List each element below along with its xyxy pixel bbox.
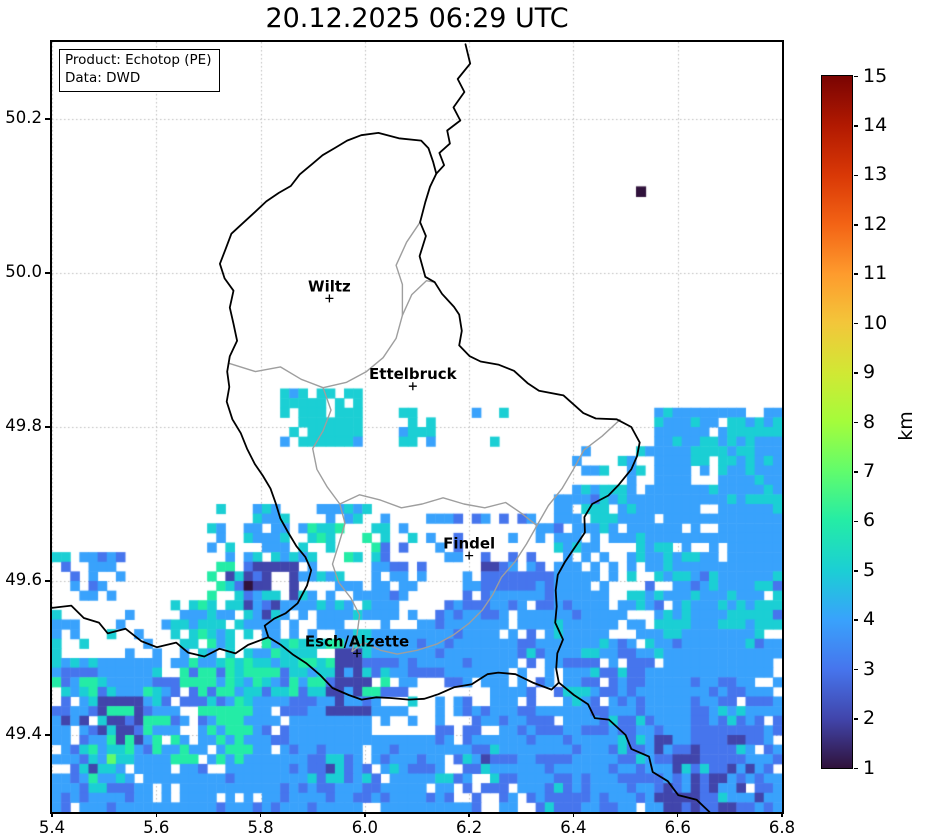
district-border bbox=[339, 494, 538, 527]
city-label: Ettelbruck bbox=[369, 365, 458, 383]
x-tick-label: 6.4 bbox=[560, 818, 587, 837]
country-border bbox=[435, 43, 472, 175]
colorbar-unit-label: km bbox=[895, 411, 917, 441]
colorbar-tick-label: 10 bbox=[863, 311, 888, 334]
y-tick-label: 50.2 bbox=[5, 108, 42, 127]
y-tick-mark bbox=[45, 426, 50, 428]
x-tick-mark bbox=[468, 812, 470, 817]
colorbar-gradient bbox=[821, 75, 853, 769]
product-info-box: Product: Echotop (PE) Data: DWD bbox=[59, 49, 221, 92]
colorbar-tick-label: 2 bbox=[863, 707, 876, 730]
y-tick-mark bbox=[45, 118, 50, 120]
x-tick-label: 6.0 bbox=[351, 818, 378, 837]
colorbar-tick-label: 4 bbox=[863, 608, 876, 631]
radar-heatmap-canvas bbox=[52, 42, 782, 812]
colorbar-tick-mark bbox=[854, 322, 858, 325]
colorbar-tick-mark bbox=[854, 372, 858, 374]
x-tick-label: 6.6 bbox=[664, 818, 691, 837]
y-tick-mark bbox=[45, 272, 50, 274]
colorbar-tick-label: 12 bbox=[863, 212, 888, 235]
colorbar-tick-mark bbox=[854, 125, 858, 127]
x-tick-mark bbox=[781, 812, 783, 817]
colorbar-tick-label: 9 bbox=[863, 361, 876, 384]
x-tick-mark bbox=[364, 812, 366, 817]
y-tick-label: 49.6 bbox=[5, 570, 42, 589]
city-label: Esch/Alzette bbox=[305, 632, 409, 650]
x-tick-mark bbox=[51, 812, 53, 817]
colorbar-tick-mark bbox=[854, 520, 858, 523]
colorbar-tick-label: 8 bbox=[863, 410, 876, 433]
product-label: Product: Echotop (PE) bbox=[65, 52, 212, 68]
colorbar-tick-mark bbox=[854, 273, 858, 275]
y-tick-label: 50.0 bbox=[5, 262, 42, 281]
district-border bbox=[227, 280, 435, 389]
colorbar-tick-mark bbox=[854, 471, 858, 473]
colorbar-tick-label: 13 bbox=[863, 163, 888, 186]
city-marker bbox=[465, 551, 474, 560]
colorbar-tick-label: 7 bbox=[863, 459, 876, 482]
colorbar-tick-mark bbox=[854, 668, 858, 671]
colorbar-tick-label: 5 bbox=[863, 558, 876, 581]
colorbar-tick-mark bbox=[854, 619, 858, 621]
city-marker bbox=[408, 382, 417, 391]
colorbar-tick-label: 1 bbox=[863, 756, 876, 779]
y-tick-label: 49.8 bbox=[5, 416, 42, 435]
x-tick-label: 6.8 bbox=[768, 818, 796, 837]
colorbar-tick-mark bbox=[854, 570, 858, 572]
colorbar-tick-label: 11 bbox=[863, 262, 888, 285]
data-source-label: Data: DWD bbox=[65, 69, 141, 86]
x-tick-label: 6.2 bbox=[456, 818, 483, 837]
colorbar-tick-label: 15 bbox=[863, 64, 888, 87]
y-tick-mark bbox=[45, 734, 50, 736]
map-plot: Wiltz Ettelbruck Findel Esch/Alzette Produc… bbox=[50, 40, 784, 814]
x-tick-label: 5.6 bbox=[143, 818, 170, 837]
colorbar-tick-label: 14 bbox=[863, 113, 888, 136]
x-tick-mark bbox=[155, 812, 158, 817]
x-tick-mark bbox=[572, 812, 575, 817]
city-marker bbox=[325, 294, 334, 303]
district-border bbox=[395, 221, 421, 316]
colorbar-tick-mark bbox=[854, 174, 858, 177]
y-tick-label: 49.4 bbox=[5, 724, 42, 743]
country-border bbox=[52, 604, 270, 658]
colorbar-tick-mark bbox=[854, 224, 858, 226]
colorbar-tick-mark bbox=[854, 718, 858, 720]
district-border bbox=[351, 418, 621, 655]
map-borders-overlay: Wiltz Ettelbruck Findel Esch/Alzette bbox=[52, 43, 711, 812]
country-border bbox=[219, 132, 641, 701]
x-tick-label: 5.4 bbox=[38, 818, 66, 837]
x-tick-label: 5.8 bbox=[247, 818, 274, 837]
x-tick-mark bbox=[259, 812, 262, 817]
colorbar-tick-label: 6 bbox=[863, 509, 876, 532]
colorbar-tick-mark bbox=[854, 767, 858, 770]
x-tick-mark bbox=[676, 812, 679, 817]
city-label: Wiltz bbox=[308, 277, 351, 295]
y-tick-mark bbox=[45, 580, 50, 582]
colorbar-tick-mark bbox=[854, 421, 858, 424]
district-border bbox=[312, 387, 361, 653]
country-border bbox=[557, 681, 711, 812]
city-label: Findel bbox=[443, 535, 495, 553]
page-title: 20.12.2025 06:29 UTC bbox=[265, 3, 569, 34]
colorbar-tick-label: 3 bbox=[863, 657, 876, 680]
colorbar-tick-mark bbox=[854, 75, 858, 78]
city-marker bbox=[353, 649, 362, 658]
